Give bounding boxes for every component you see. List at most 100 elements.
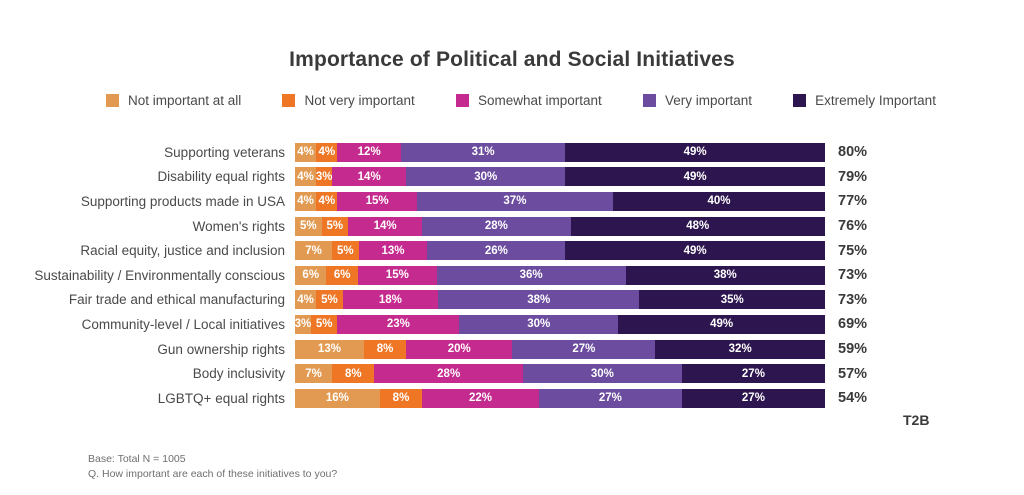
bar-segment[interactable]: 5% <box>316 290 343 310</box>
category-label: Gun ownership rights <box>157 341 285 357</box>
bar-segment[interactable]: 22% <box>422 388 539 408</box>
stacked-bar: 4% 3% 14% 30% 49% <box>295 167 825 187</box>
stacked-bar: 5% 5% 14% 28% 48% <box>295 216 825 236</box>
bar-segment[interactable]: 49% <box>565 142 825 162</box>
bar-segment[interactable]: 16% <box>295 388 380 408</box>
stacked-bar: 4% 5% 18% 38% 35% <box>295 290 825 310</box>
bar-segment[interactable]: 3% <box>316 167 333 187</box>
stacked-bar: 4% 4% 12% 31% 49% <box>295 142 825 162</box>
bar-row: Sustainability / Environmentally conscio… <box>0 263 1024 288</box>
legend-item-label: Somewhat important <box>477 93 602 108</box>
bar-segment[interactable]: 28% <box>422 216 571 236</box>
bar-segment[interactable]: 15% <box>357 265 437 285</box>
row-total-value: 80% <box>838 144 868 161</box>
bar-segment[interactable]: 14% <box>348 216 423 236</box>
bar-segment[interactable]: 15% <box>337 191 417 211</box>
bar-segment[interactable]: 38% <box>438 290 640 310</box>
bar-segment[interactable]: 6% <box>326 265 358 285</box>
bar-segment[interactable]: 18% <box>342 290 439 310</box>
bar-segment[interactable]: 5% <box>310 314 338 334</box>
bar-segment[interactable]: 8% <box>332 364 375 384</box>
row-total-value: 54% <box>838 390 868 407</box>
footnote-base: Base: Total N = 1005 <box>88 453 186 465</box>
bar-segment[interactable]: 49% <box>618 314 825 334</box>
bar-segment[interactable]: 4% <box>295 191 317 211</box>
bar-segment[interactable]: 49% <box>565 167 825 187</box>
bar-segment[interactable]: 38% <box>625 265 825 285</box>
bar-segment[interactable]: 4% <box>316 191 338 211</box>
bar-segment[interactable]: 30% <box>406 167 566 187</box>
legend-item[interactable]: Extremely Important <box>793 93 936 108</box>
bar-row: Community-level / Local initiatives 3% 5% 2… <box>0 312 1024 337</box>
bar-segment[interactable]: 4% <box>295 290 317 310</box>
bar-segment[interactable]: 5% <box>295 216 322 236</box>
stacked-bar: 7% 8% 28% 30% 27% <box>295 364 825 384</box>
page-title: Importance of Political and Social Initi… <box>289 48 735 71</box>
bar-segment[interactable]: 13% <box>295 339 364 359</box>
bar-segment[interactable]: 27% <box>512 339 656 359</box>
row-total-value: 75% <box>838 242 868 259</box>
bar-segment[interactable]: 48% <box>570 216 825 236</box>
bar-segment[interactable]: 27% <box>681 388 825 408</box>
bar-segment[interactable]: 35% <box>639 290 825 310</box>
bar-segment[interactable]: 27% <box>538 388 682 408</box>
bar-segment[interactable]: 8% <box>379 388 423 408</box>
bar-segment[interactable]: 23% <box>337 314 460 334</box>
category-label: Supporting products made in USA <box>80 193 285 209</box>
legend-swatch-icon <box>793 94 807 107</box>
bar-segment[interactable]: 31% <box>400 142 566 162</box>
stacked-bar: 16% 8% 22% 27% 27% <box>295 388 825 408</box>
bar-segment[interactable]: 8% <box>363 339 407 359</box>
bar-segment[interactable]: 30% <box>459 314 619 334</box>
category-label: LGBTQ+ equal rights <box>157 390 285 406</box>
bar-row: Racial equity, justice and inclusion 7% 5%… <box>0 238 1024 263</box>
bar-segment[interactable]: 5% <box>321 216 348 236</box>
bar-segment[interactable]: 20% <box>406 339 513 359</box>
bar-segment[interactable]: 28% <box>374 364 523 384</box>
bar-segment[interactable]: 6% <box>295 265 327 285</box>
bar-segment[interactable]: 7% <box>295 241 333 261</box>
bar-segment[interactable]: 12% <box>337 142 401 162</box>
bar-segment[interactable]: 30% <box>522 364 682 384</box>
category-label: Supporting veterans <box>164 144 285 160</box>
bar-segment[interactable]: 32% <box>655 339 825 359</box>
legend-swatch-icon <box>106 94 119 107</box>
bar-segment[interactable]: 4% <box>295 142 317 162</box>
stacked-bar: 13% 8% 20% 27% 32% <box>295 339 825 359</box>
bar-segment[interactable]: 5% <box>332 241 359 261</box>
bar-segment[interactable]: 26% <box>427 241 566 261</box>
legend-item-label: Very important <box>664 93 752 108</box>
stacked-bar: 4% 4% 15% 37% 40% <box>295 191 825 211</box>
row-total-value: 73% <box>838 267 868 284</box>
category-label: Sustainability / Environmentally conscio… <box>34 267 285 283</box>
legend-item[interactable]: Not important at all <box>106 93 241 108</box>
bar-segment[interactable]: 13% <box>358 241 428 261</box>
bar-segment[interactable]: 7% <box>295 364 333 384</box>
bar-segment[interactable]: 27% <box>681 364 825 384</box>
legend-item[interactable]: Very important <box>642 93 752 108</box>
bar-segment[interactable]: 14% <box>332 167 407 187</box>
bar-segment[interactable]: 4% <box>295 167 317 187</box>
stacked-bar: 7% 5% 13% 26% 49% <box>295 241 825 261</box>
category-label: Women's rights <box>192 218 285 234</box>
legend-swatch-icon <box>642 94 656 107</box>
stacked-bar: 6% 6% 15% 36% 38% <box>295 265 825 285</box>
bar-segment[interactable]: 49% <box>565 241 825 261</box>
row-total-value: 59% <box>838 341 868 358</box>
bar-segment[interactable]: 40% <box>612 191 825 211</box>
row-total-value: 77% <box>838 193 868 210</box>
footnote-question: Q. How important are each of these initi… <box>88 468 338 480</box>
legend-item[interactable]: Not very important <box>282 93 415 108</box>
row-total-value: 79% <box>838 168 868 185</box>
bar-row: Disability equal rights 4% 3% 14% 30% 49% 79% <box>0 165 1024 190</box>
bar-segment[interactable]: 4% <box>316 142 338 162</box>
legend-item-label: Extremely Important <box>815 93 936 108</box>
legend-item[interactable]: Somewhat important <box>455 93 602 108</box>
bar-segment[interactable]: 3% <box>295 314 311 334</box>
row-total-value: 69% <box>838 316 868 333</box>
row-total-value: 76% <box>838 218 868 235</box>
bar-segment[interactable]: 36% <box>436 265 626 285</box>
bar-segment[interactable]: 37% <box>416 191 613 211</box>
category-label: Fair trade and ethical manufacturing <box>68 292 285 308</box>
bar-row: Fair trade and ethical manufacturing 4% 5%… <box>0 288 1024 313</box>
